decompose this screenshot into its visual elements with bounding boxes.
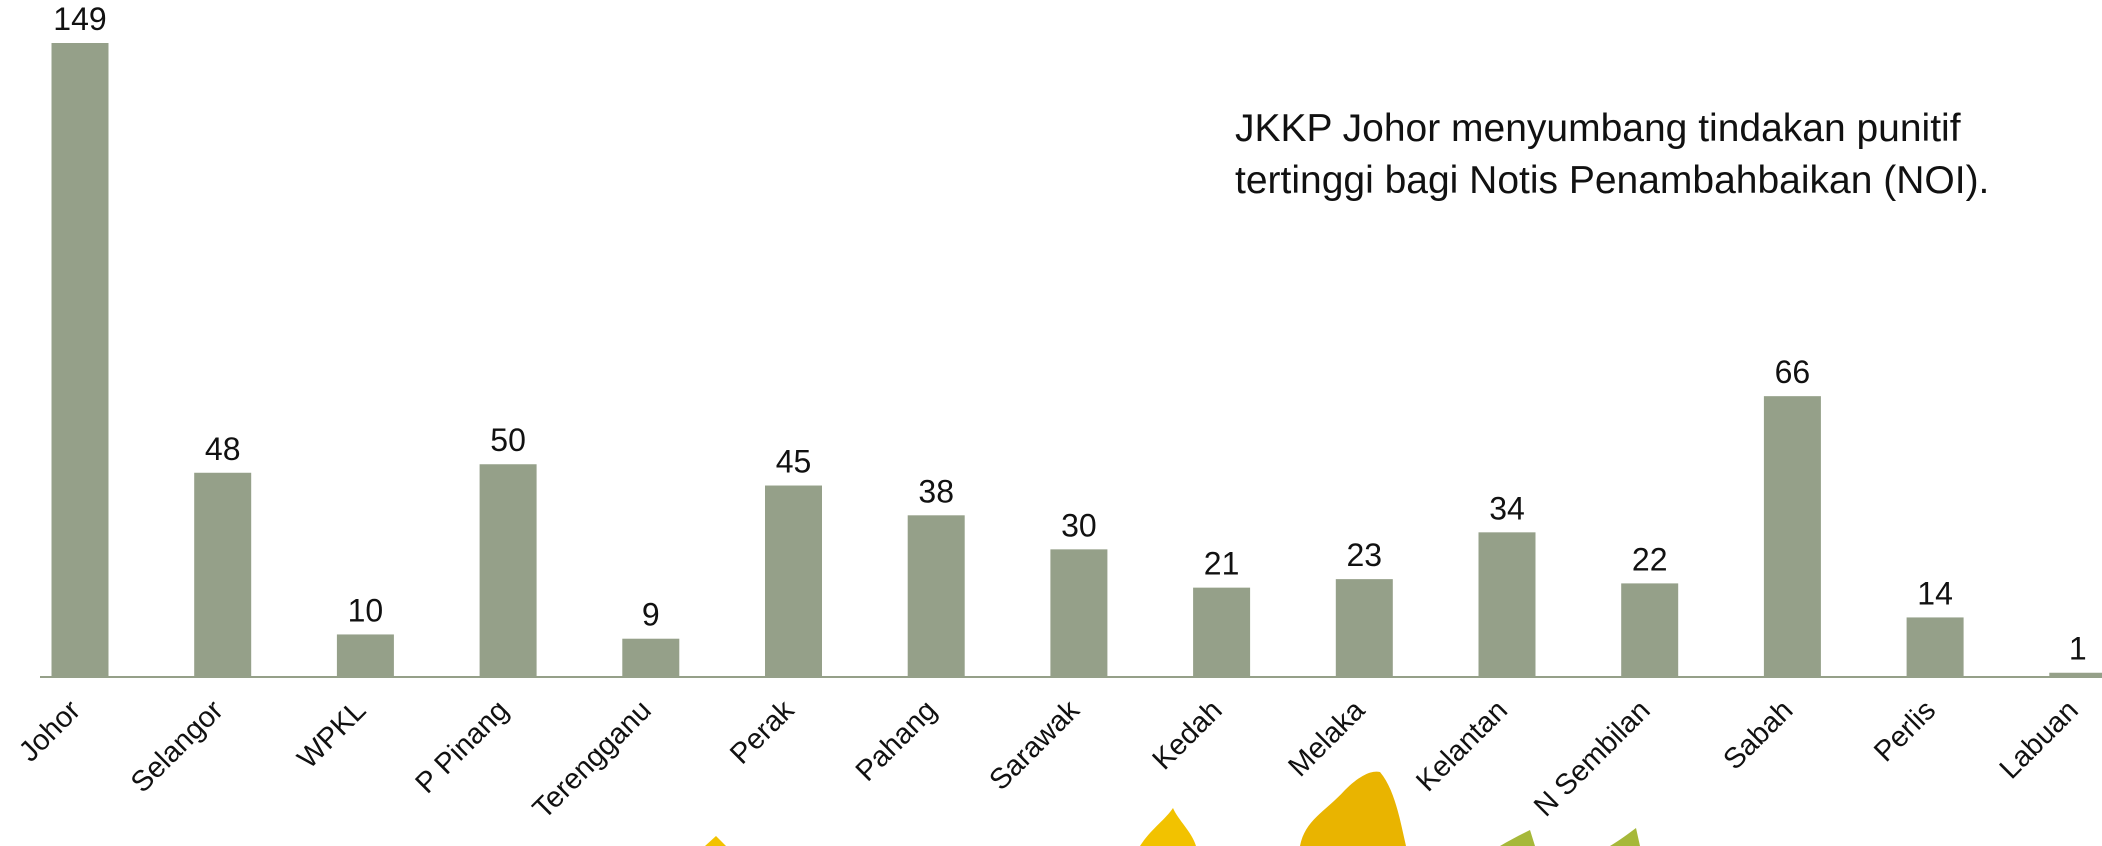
bar-perlis	[1906, 617, 1964, 677]
x-tick-label: Sarawak	[983, 694, 1086, 797]
x-tick-label: Johor	[13, 694, 87, 768]
value-label: 45	[776, 444, 812, 480]
bar-kelantan	[1478, 532, 1536, 677]
x-tick-label: Selangor	[125, 694, 230, 799]
value-label: 149	[53, 1, 106, 37]
bar-wpkl	[336, 634, 394, 677]
leaf-decoration	[1300, 771, 1406, 846]
x-tick-labels-group: Johor Selangor WPKL P Pinang Terengganu Perak…	[13, 694, 2085, 826]
value-label: 23	[1347, 537, 1383, 573]
annotation-line-2: tertinggi bagi Notis Penambahbaikan (NOI…	[1235, 159, 1990, 202]
leaf-decoration	[705, 836, 726, 846]
value-label: 10	[348, 592, 384, 628]
bar-selangor	[194, 472, 252, 677]
x-tick-label: Melaka	[1283, 694, 1372, 783]
bar-labuan	[2049, 672, 2102, 677]
value-label: 9	[642, 597, 660, 633]
x-tick-label: WPKL	[292, 694, 373, 775]
value-label: 34	[1489, 490, 1525, 526]
annotation-line-1: JKKP Johor menyumbang tindakan punitif	[1235, 107, 1961, 150]
value-labels-group: 149 48 10 50 9 45 38 30 21 23 34 22 66 14 1	[53, 1, 2086, 667]
bar-terengganu	[622, 638, 680, 677]
leaf-decoration	[1140, 808, 1196, 846]
value-label: 21	[1204, 546, 1240, 582]
bar-melaka	[1335, 579, 1393, 677]
bars-group	[51, 43, 2102, 677]
chart-annotation: JKKP Johor menyumbang tindakan punitif t…	[1235, 103, 1989, 207]
x-tick-label: Kelantan	[1410, 694, 1514, 798]
value-label: 30	[1061, 507, 1097, 543]
bar-sarawak	[1050, 549, 1108, 677]
leaf-decoration	[1500, 830, 1535, 846]
value-label: 1	[2069, 631, 2087, 667]
x-tick-label: Perlis	[1868, 694, 1942, 768]
x-tick-label: P Pinang	[410, 694, 515, 799]
value-label: 14	[1917, 575, 1953, 611]
x-tick-label: N Sembilan	[1528, 694, 1657, 823]
bar-sabah	[1763, 396, 1821, 677]
bar-perak	[765, 485, 822, 677]
decorative-leaves	[705, 771, 1640, 846]
x-tick-label: Terengganu	[527, 694, 658, 825]
bar-johor	[51, 43, 109, 677]
x-tick-label: Pahang	[850, 694, 943, 787]
bar-kedah	[1193, 587, 1251, 677]
x-tick-label: Sabah	[1717, 694, 1799, 776]
value-label: 48	[205, 431, 241, 467]
value-label: 38	[918, 473, 954, 509]
x-tick-label: Perak	[724, 694, 801, 771]
x-tick-label: Labuan	[1994, 694, 2085, 785]
bar-p-pinang	[479, 464, 537, 677]
x-tick-label: Kedah	[1147, 694, 1229, 776]
value-label: 22	[1632, 541, 1668, 577]
value-label: 50	[490, 422, 526, 458]
leaf-decoration	[1610, 828, 1640, 846]
bar-pahang	[907, 515, 965, 677]
value-label: 66	[1775, 354, 1811, 390]
bar-n-sembilan	[1621, 583, 1679, 677]
